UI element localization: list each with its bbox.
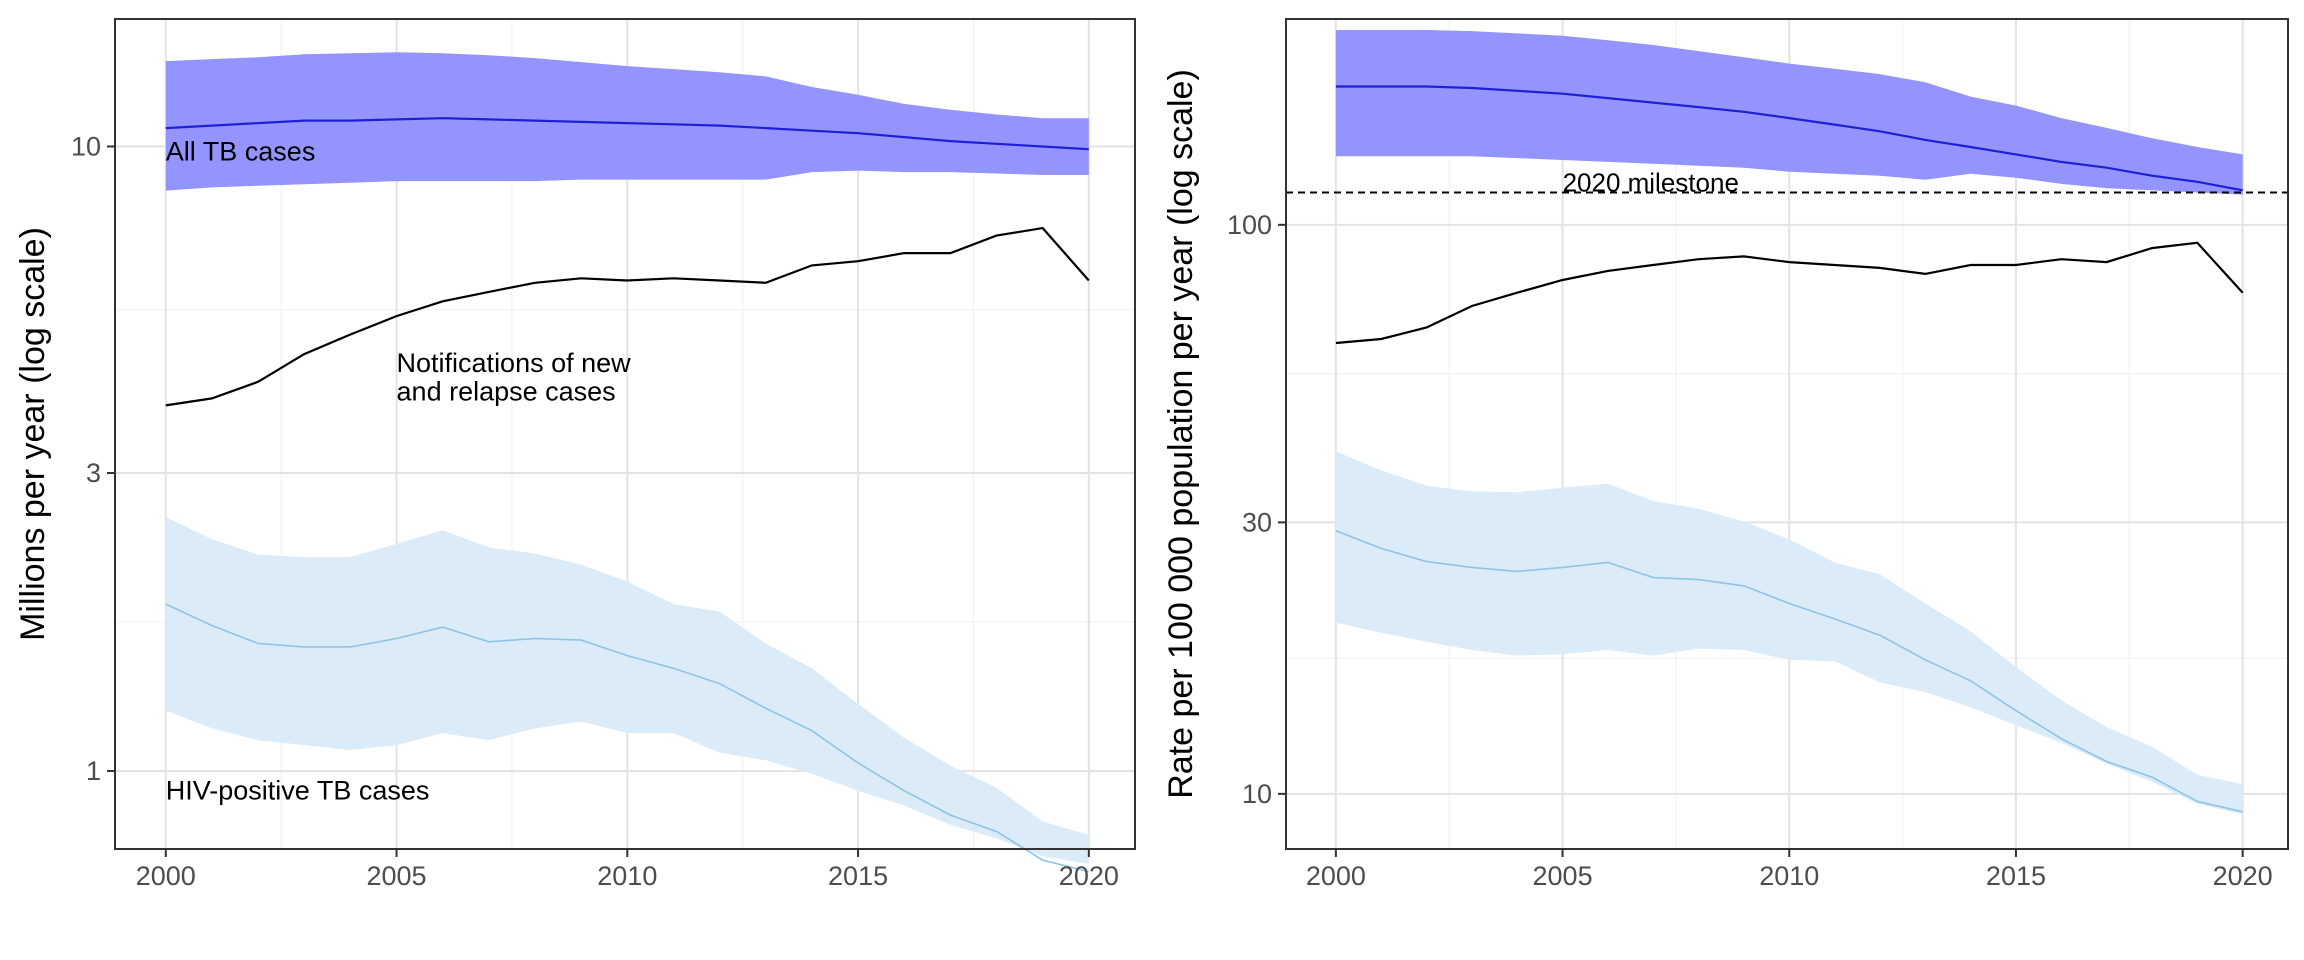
y-axis-title: Millions per year (log scale) (14, 227, 52, 641)
x-tick-label: 2005 (1533, 861, 1593, 891)
plot-border (114, 18, 1136, 850)
uncertainty-band (165, 52, 1089, 191)
y-axis-title: Rate per 100 000 population per year (lo… (1162, 69, 1200, 799)
x-tick-label: 2000 (136, 861, 196, 891)
uncertainty-band (1335, 451, 2243, 815)
milestone-label: 2020 milestone (1563, 167, 1739, 197)
x-tick-label: 2020 (2213, 861, 2273, 891)
y-tick-label: 3 (86, 458, 101, 488)
right-panel-rate: 2020 milestone 2000 2005 2010 2015 2020 10 30 10… (1162, 18, 2289, 891)
series-2 (1335, 451, 2243, 815)
x-tick-label: 2010 (1759, 861, 1819, 891)
series-line (1335, 241, 2244, 345)
annotation-label: and relapse cases (397, 376, 616, 406)
annotation-label: Notifications of new (397, 348, 632, 378)
series-1 (165, 226, 1090, 407)
series-line (1335, 529, 2243, 813)
x-tick-label: 2020 (1059, 861, 1119, 891)
series-line (1335, 85, 2243, 192)
plot-border (1285, 18, 2289, 850)
uncertainty-band (165, 517, 1089, 864)
series-0 (1335, 30, 2243, 195)
series-line (165, 117, 1089, 151)
annotation-label: HIV-positive TB cases (166, 776, 430, 806)
y-tick-label: 100 (1227, 210, 1272, 240)
series-1 (1335, 241, 2244, 345)
series-2 (165, 517, 1089, 873)
y-tick-label: 30 (1242, 507, 1272, 537)
x-tick-label: 2015 (828, 861, 888, 891)
x-tick-label: 2015 (1986, 861, 2046, 891)
x-tick-label: 2005 (366, 861, 426, 891)
x-tick-label: 2010 (597, 861, 657, 891)
series-0 (165, 52, 1089, 191)
series-line (165, 226, 1090, 407)
series-line (165, 603, 1089, 873)
y-tick-label: 10 (1242, 779, 1272, 809)
annotation-label: All TB cases (166, 136, 316, 166)
x-tick-label: 2000 (1306, 861, 1366, 891)
y-tick-label: 1 (86, 756, 101, 786)
y-tick-label: 10 (71, 131, 101, 161)
